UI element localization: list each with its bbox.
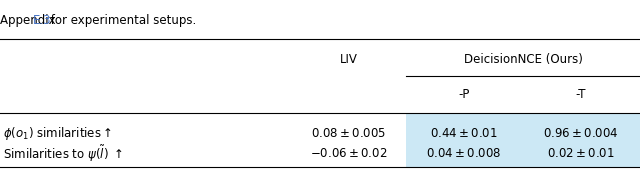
Text: Similarities to $\psi(\tilde{l})$ $\uparrow$: Similarities to $\psi(\tilde{l})$ $\upar… bbox=[3, 144, 124, 164]
Text: Appendix: Appendix bbox=[0, 14, 60, 27]
Text: -T: -T bbox=[575, 88, 586, 101]
Text: $0.44 \pm 0.01$: $0.44 \pm 0.01$ bbox=[430, 127, 498, 140]
Text: LIV: LIV bbox=[340, 53, 358, 66]
Bar bbox=[522, 113, 640, 167]
Text: $-0.06 \pm 0.02$: $-0.06 \pm 0.02$ bbox=[310, 147, 388, 160]
Text: -P: -P bbox=[458, 88, 470, 101]
Text: E.3: E.3 bbox=[33, 14, 52, 27]
Text: $0.96 \pm 0.004$: $0.96 \pm 0.004$ bbox=[543, 127, 619, 140]
Bar bbox=[406, 113, 522, 167]
Text: $0.08 \pm 0.005$: $0.08 \pm 0.005$ bbox=[311, 127, 387, 140]
Text: for experimental setups.: for experimental setups. bbox=[47, 14, 196, 27]
Text: DeicisionNCE (Ours): DeicisionNCE (Ours) bbox=[464, 53, 582, 66]
Text: $\phi(o_1)$ similarities$\uparrow$: $\phi(o_1)$ similarities$\uparrow$ bbox=[3, 125, 112, 142]
Text: $0.04 \pm 0.008$: $0.04 \pm 0.008$ bbox=[426, 147, 502, 160]
Text: $0.02 \pm 0.01$: $0.02 \pm 0.01$ bbox=[547, 147, 614, 160]
